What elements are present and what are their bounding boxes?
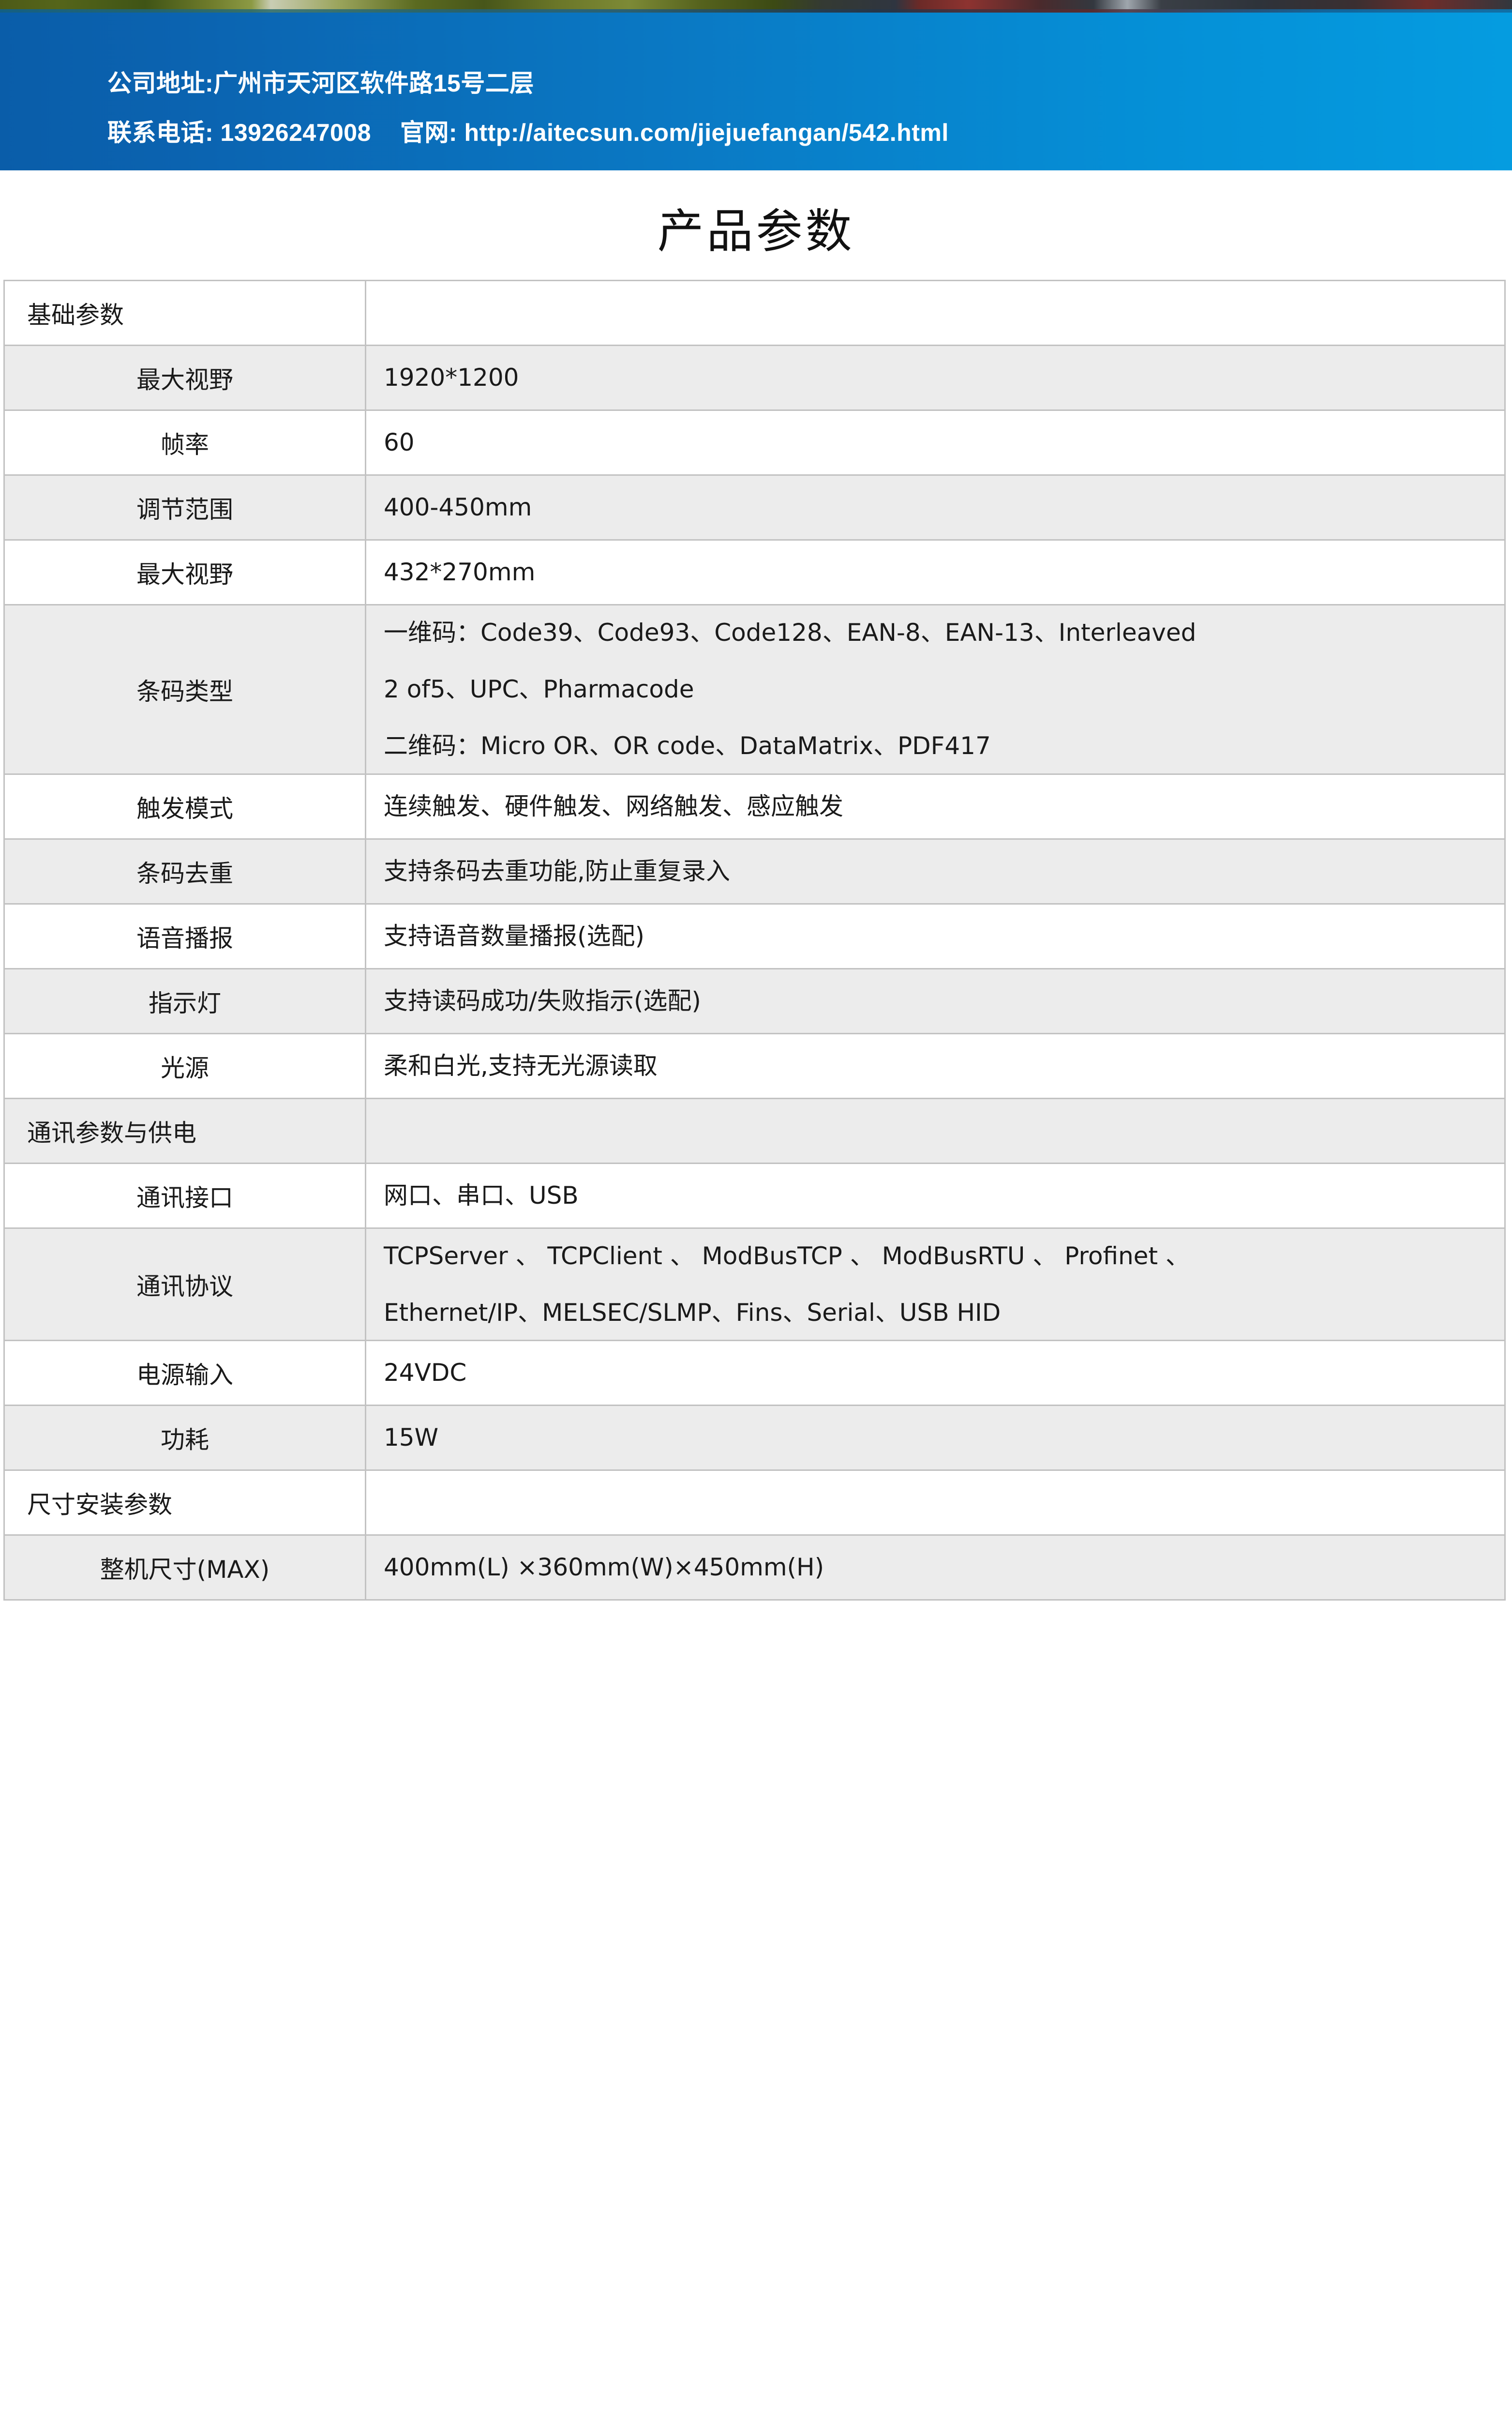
spec-table-body: 基础参数 最大视野 1920*1200 帧率 60 调节范围 400-450mm 最大视野 43… [3,280,1506,1601]
spec-table-row: 最大视野 1920*1200 [3,345,1506,411]
page-title: 产品参数 [657,204,855,258]
company-address-line: 公司地址:广州市天河区软件路15号二层 [107,70,534,97]
spec-section-row: 通讯参数与供电 [3,1098,1506,1164]
spec-table-row: 触发模式 连续触发、硬件触发、网络触发、感应触发 [3,773,1506,840]
contact-and-website-line: 联系电话: 13926247008 官网: http://aitecsun.com… [107,113,949,148]
spec-table-row: 通讯接口 网口、串口、USB [3,1163,1506,1229]
spec-value-line: Ethernet/IP、MELSEC/SLMP、Fins、Serial、USB … [384,1298,1001,1327]
spec-value-cell: 支持条码去重功能,防止重复录入 [365,838,1506,905]
spec-section-label: 尺寸安装参数 [3,1469,366,1536]
spec-table-row: 指示灯 支持读码成功/失败指示(选配) [3,968,1506,1034]
photo-strip-waterline [0,9,1512,13]
spec-value-cell [365,1098,1506,1164]
spec-table-row: 语音播报 支持语音数量播报(选配) [3,903,1506,969]
spec-key-cell: 整机尺寸(MAX) [3,1534,366,1601]
spec-key-cell: 调节范围 [3,474,366,541]
spec-table-row: 调节范围 400-450mm [3,474,1506,541]
spec-table-row: 最大视野 432*270mm [3,539,1506,605]
spec-value-cell: 连续触发、硬件触发、网络触发、感应触发 [365,773,1506,840]
spec-value-cell: 60 [365,409,1506,476]
spec-key-cell: 光源 [3,1033,366,1099]
spec-key-cell: 通讯协议 [3,1227,366,1341]
spec-key-cell: 语音播报 [3,903,366,969]
contact-banner: 公司地址:广州市天河区软件路15号二层 联系电话: 13926247008 官网:… [0,13,1512,170]
spec-value-cell: 支持语音数量播报(选配) [365,903,1506,969]
spec-section-label: 通讯参数与供电 [3,1098,366,1164]
spec-value-line: TCPServer 、 TCPClient 、 ModBusTCP 、 ModB… [384,1241,1190,1270]
spec-table-row: 通讯协议 TCPServer 、 TCPClient 、 ModBusTCP 、 … [3,1227,1506,1341]
spec-key-cell: 指示灯 [3,968,366,1034]
spec-key-cell: 条码类型 [3,604,366,775]
spec-table-row: 条码类型 一维码：Code39、Code93、Code128、EAN-8、EAN-… [3,604,1506,775]
spec-table-row: 功耗 15W [3,1405,1506,1471]
spec-value-cell: 15W [365,1405,1506,1471]
spec-section-row: 基础参数 [3,280,1506,346]
spec-value-cell [365,280,1506,346]
spec-table-row: 电源输入 24VDC [3,1340,1506,1406]
spec-section-row: 尺寸安装参数 [3,1469,1506,1536]
spec-value-cell: 网口、串口、USB [365,1163,1506,1229]
spec-key-cell: 电源输入 [3,1340,366,1406]
spec-value-line: 二维码：Micro OR、OR code、DataMatrix、PDF417 [384,732,991,760]
spec-value-line: 2 of5、UPC、Pharmacode [384,675,694,703]
spec-value-cell: 1920*1200 [365,345,1506,411]
spec-value-cell: 432*270mm [365,539,1506,605]
spec-value-cell: 一维码：Code39、Code93、Code128、EAN-8、EAN-13、I… [365,604,1506,775]
spec-key-cell: 功耗 [3,1405,366,1471]
spec-section-label: 基础参数 [3,280,366,346]
spec-key-cell: 通讯接口 [3,1163,366,1229]
header-photo-strip [0,0,1512,13]
spec-value-line: 一维码：Code39、Code93、Code128、EAN-8、EAN-13、I… [384,619,1197,647]
contact-phone-text: 联系电话: 13926247008 [107,119,371,146]
spec-key-cell: 帧率 [3,409,366,476]
spec-table-row: 条码去重 支持条码去重功能,防止重复录入 [3,838,1506,905]
spec-value-cell [365,1469,1506,1536]
spec-value-cell: 支持读码成功/失败指示(选配) [365,968,1506,1034]
spec-key-cell: 条码去重 [3,838,366,905]
spec-table-row: 光源 柔和白光,支持无光源读取 [3,1033,1506,1099]
spec-table-row: 整机尺寸(MAX) 400mm(L) ×360mm(W)×450mm(H) [3,1534,1506,1601]
spec-value-cell: 400-450mm [365,474,1506,541]
spec-value-cell: 400mm(L) ×360mm(W)×450mm(H) [365,1534,1506,1601]
spec-value-cell: 24VDC [365,1340,1506,1406]
product-spec-table: 基础参数 最大视野 1920*1200 帧率 60 调节范围 400-450mm 最大视野 43… [3,280,1506,1601]
spec-value-cell: TCPServer 、 TCPClient 、 ModBusTCP 、 ModB… [365,1227,1506,1341]
spec-key-cell: 最大视野 [3,539,366,605]
spec-value-cell: 柔和白光,支持无光源读取 [365,1033,1506,1099]
spec-table-row: 帧率 60 [3,409,1506,476]
spec-key-cell: 最大视野 [3,345,366,411]
website-text: 官网: http://aitecsun.com/jiejuefangan/542… [400,119,949,146]
spec-key-cell: 触发模式 [3,773,366,840]
